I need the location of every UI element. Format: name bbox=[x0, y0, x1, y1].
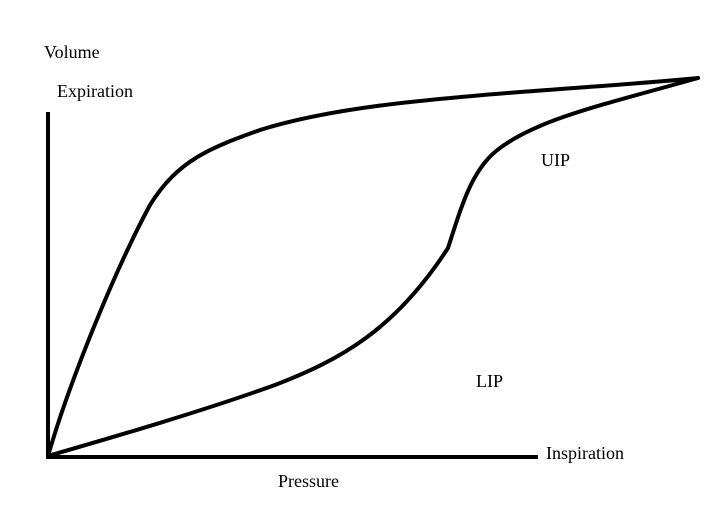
lip-label: LIP bbox=[476, 371, 503, 391]
inspiration-label: Inspiration bbox=[546, 443, 624, 463]
uip-label: UIP bbox=[541, 150, 570, 170]
inspiration-curve bbox=[46, 76, 700, 458]
pressure-label: Pressure bbox=[278, 471, 339, 491]
volume-label: Volume bbox=[44, 42, 100, 62]
expiration-curve bbox=[46, 76, 700, 458]
expiration-label: Expiration bbox=[57, 81, 133, 101]
